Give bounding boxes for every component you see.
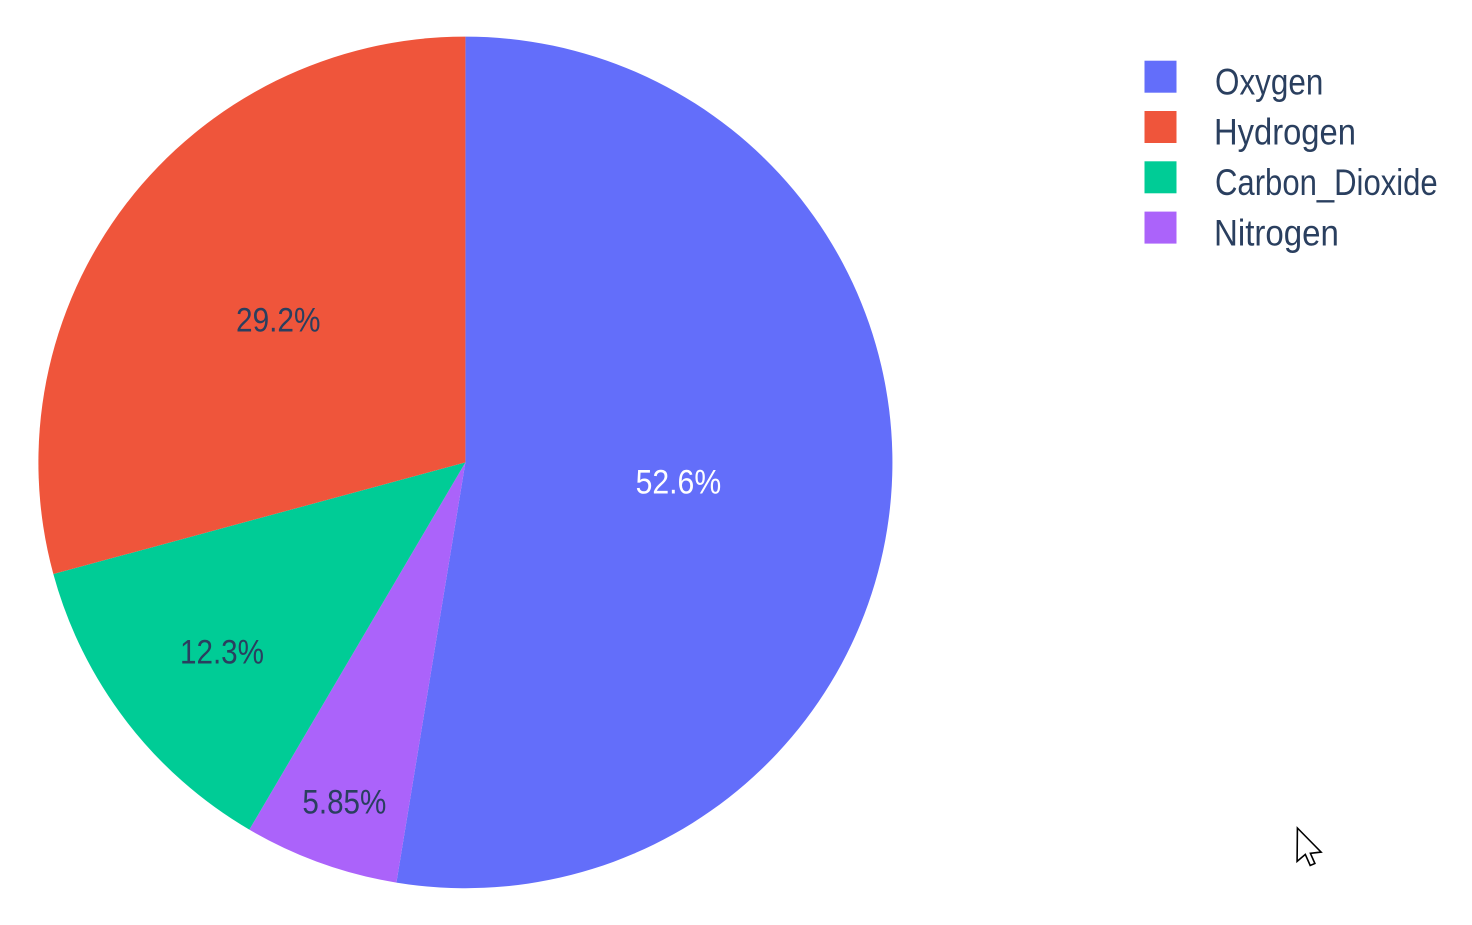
svg-text:Hydrogen: Hydrogen (1214, 111, 1356, 153)
svg-text:Nitrogen: Nitrogen (1214, 211, 1339, 253)
svg-text:52.6%: 52.6% (636, 464, 722, 502)
svg-text:29.2%: 29.2% (236, 302, 321, 340)
svg-text:Oxygen: Oxygen (1215, 60, 1323, 102)
svg-text:5.85%: 5.85% (302, 784, 386, 822)
svg-text:Carbon_Dioxide: Carbon_Dioxide (1215, 161, 1438, 203)
svg-text:12.3%: 12.3% (180, 634, 264, 672)
